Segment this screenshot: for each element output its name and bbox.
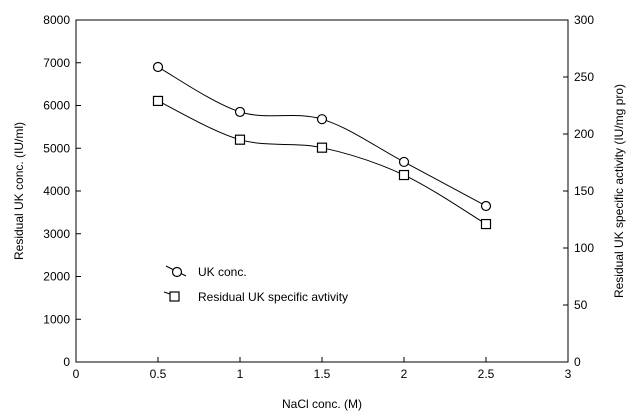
right-y-axis-title: Residual UK specific activity (IU/mg pro… <box>612 84 626 298</box>
left-y-tick-label-3: 3000 <box>43 227 70 241</box>
right-y-tick-label-3: 150 <box>574 184 594 198</box>
legend-item-uk-conc: UK conc. <box>165 265 247 279</box>
legend-label-specific-activity: Residual UK specific avtivity <box>198 290 348 304</box>
left-y-tick-label-2: 2000 <box>43 270 70 284</box>
right-y-tick-label-5: 250 <box>574 70 594 84</box>
left-y-tick-label-8: 8000 <box>43 13 70 27</box>
left-y-axis: 0 1000 2000 3000 4000 5000 6000 7000 8000 <box>43 13 81 369</box>
x-axis-title: NaCl conc. (M) <box>282 397 362 411</box>
x-tick-label-3: 1.5 <box>314 367 331 381</box>
legend-marker-circle <box>171 266 183 278</box>
x-tick-label-0: 0 <box>73 367 80 381</box>
series-0-point-1 <box>234 106 246 118</box>
series-0-point-2 <box>316 114 328 125</box>
x-tick-label-6: 3 <box>565 367 572 381</box>
series-1-point-1 <box>234 134 246 145</box>
x-tick-label-5: 2.5 <box>478 367 495 381</box>
series-0-point-3 <box>398 156 410 168</box>
plot-frame <box>75 19 569 363</box>
left-y-tick-label-4: 4000 <box>43 184 70 198</box>
legend-marker-square <box>169 291 180 302</box>
left-y-axis-title: Residual UK conc. (IU/ml) <box>12 122 26 260</box>
right-y-axis: 0 50 100 150 200 250 300 <box>563 13 594 369</box>
right-y-tick-label-4: 200 <box>574 127 594 141</box>
series-1 <box>152 95 492 230</box>
series-1-point-4 <box>480 218 492 230</box>
x-tick-label-1: 0.5 <box>150 367 167 381</box>
legend-label-uk-conc: UK conc. <box>198 265 247 279</box>
left-y-tick-label-7: 7000 <box>43 56 70 70</box>
legend-item-specific-activity: Residual UK specific avtivity <box>163 290 348 304</box>
series-0 <box>152 61 492 212</box>
right-y-tick-label-0: 0 <box>574 355 581 369</box>
series-0-point-4 <box>480 200 492 212</box>
x-axis: 0 0.5 1 1.5 2 2.5 3 <box>73 357 572 381</box>
right-y-tick-label-6: 300 <box>574 13 594 27</box>
left-y-tick-label-1: 1000 <box>43 312 70 326</box>
x-tick-label-4: 2 <box>401 367 408 381</box>
left-y-tick-label-6: 6000 <box>43 99 70 113</box>
right-y-tick-label-1: 50 <box>574 298 588 312</box>
series-1-point-3 <box>398 169 410 181</box>
series-0-point-0 <box>152 61 164 73</box>
series-1-point-0 <box>152 95 164 107</box>
series-layer <box>152 61 492 230</box>
right-y-tick-label-2: 100 <box>574 241 594 255</box>
x-tick-label-2: 1 <box>237 367 244 381</box>
left-y-tick-label-5: 5000 <box>43 141 70 155</box>
left-y-tick-label-0: 0 <box>63 355 70 369</box>
series-line-0 <box>157 66 487 207</box>
series-1-point-2 <box>316 142 328 153</box>
legend: UK conc. Residual UK specific avtivity <box>163 265 348 304</box>
